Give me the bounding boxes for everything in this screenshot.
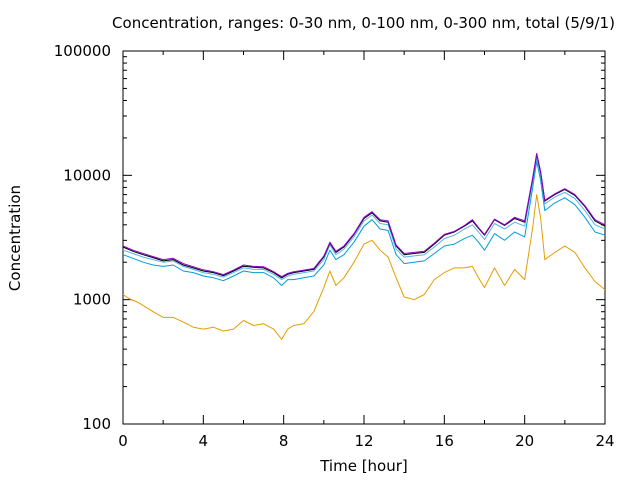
series-group xyxy=(122,152,606,340)
chart-title: Concentration, ranges: 0-30 nm, 0-100 nm… xyxy=(112,14,615,32)
y-axis-label: Concentration xyxy=(6,184,24,292)
x-tick-label: 20 xyxy=(515,432,534,450)
series-line-5 xyxy=(122,152,606,278)
x-tick-label: 4 xyxy=(199,432,209,450)
y-tick-label: 1000 xyxy=(73,291,111,309)
series-line-4 xyxy=(122,153,606,279)
y-tick-label: 100 xyxy=(82,415,111,433)
x-tick-label: 24 xyxy=(595,432,614,450)
y-tick-label: 10000 xyxy=(63,166,111,184)
x-axis-label: Time [hour] xyxy=(320,457,408,475)
x-tick-label: 0 xyxy=(118,432,128,450)
x-tick-label: 16 xyxy=(435,432,454,450)
y-tick-label: 100000 xyxy=(54,42,111,60)
x-tick-label: 8 xyxy=(279,432,289,450)
axis-ticks: 0 4 8 12 16 20 24 100 1000 10000 100000 xyxy=(54,42,615,450)
x-tick-label: 12 xyxy=(354,432,373,450)
series-line-1 xyxy=(122,194,606,340)
plot-frame xyxy=(122,50,606,425)
series-line-2 xyxy=(122,160,606,286)
